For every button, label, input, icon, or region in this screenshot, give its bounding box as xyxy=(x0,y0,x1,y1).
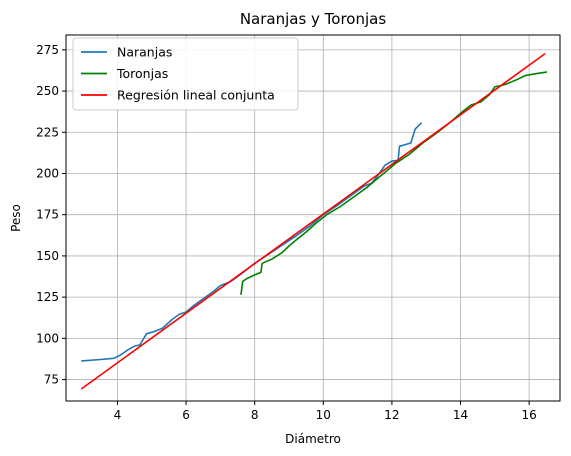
y-tick-label: 100 xyxy=(36,331,59,345)
y-tick-label: 275 xyxy=(36,43,59,57)
y-axis-label: Peso xyxy=(9,204,23,232)
legend: Naranjas Toronjas Regresión lineal conjunt… xyxy=(72,37,299,111)
y-tick-label: 250 xyxy=(36,84,59,98)
plot-frame xyxy=(65,34,561,402)
series-line-regresion-lineal-conjunta xyxy=(81,53,546,390)
series-lines xyxy=(81,53,548,390)
legend-entries: Naranjas Toronjas Regresión lineal conjunt… xyxy=(81,45,275,103)
chart-title: Naranjas y Toronjas xyxy=(240,10,387,28)
y-tick-label: 75 xyxy=(44,373,59,387)
legend-label-toronjas: Toronjas xyxy=(116,66,168,81)
y-tick-label: 200 xyxy=(36,166,59,180)
y-tick-label: 150 xyxy=(36,249,59,263)
x-tick-label: 16 xyxy=(521,408,536,422)
x-tick-label: 14 xyxy=(453,408,468,422)
y-tick-label: 225 xyxy=(36,125,59,139)
x-tick-label: 12 xyxy=(384,408,399,422)
y-tick-label: 125 xyxy=(36,290,59,304)
y-tick-label: 175 xyxy=(36,208,59,222)
legend-label-regresion-lineal-conjunta: Regresión lineal conjunta xyxy=(117,88,275,103)
x-axis-label: Diámetro xyxy=(285,432,341,446)
legend-label-naranjas: Naranjas xyxy=(117,45,172,60)
x-tick-label: 4 xyxy=(114,408,122,422)
legend-box xyxy=(72,37,299,111)
x-tick-label: 10 xyxy=(316,408,331,422)
axis-ticks: 4 6 8 10 12 14 16 75 100 125 150 175 200 225 250 275 xyxy=(36,43,537,422)
x-tick-label: 6 xyxy=(182,408,190,422)
x-tick-label: 8 xyxy=(251,408,259,422)
series-line-toronjas xyxy=(240,71,548,296)
